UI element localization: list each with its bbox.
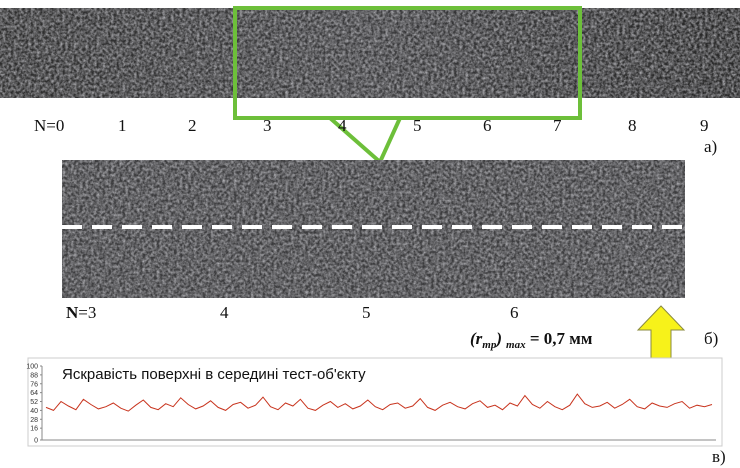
photo-strip <box>0 8 740 98</box>
position-label: 5 <box>413 116 422 135</box>
y-tick-label: 64 <box>30 390 38 397</box>
position-label: 1 <box>118 116 127 135</box>
formula-value: = 0,7 мм <box>526 329 593 348</box>
y-tick-label: 88 <box>30 372 38 379</box>
position-value: =3 <box>78 303 96 322</box>
position-label: 6 <box>483 116 492 135</box>
formula-part: (r <box>470 329 483 348</box>
caption: в) <box>712 447 726 466</box>
caption: а) <box>704 137 717 156</box>
y-tick-label: 100 <box>26 364 38 371</box>
y-tick-label: 40 <box>30 408 38 415</box>
formula-sub: max <box>506 339 526 351</box>
y-tick-label: 28 <box>30 417 38 424</box>
position-label: 3 <box>263 116 272 135</box>
position-label: 7 <box>553 116 562 135</box>
position-label: N=3 <box>66 303 96 322</box>
n-symbol: N <box>66 303 79 322</box>
y-tick-label: 0 <box>34 438 38 445</box>
formula-part: ) <box>494 329 502 348</box>
position-label: 4 <box>220 303 229 322</box>
position-label: 4 <box>338 116 347 135</box>
y-tick-label: 76 <box>30 381 38 388</box>
y-tick-label: 16 <box>30 426 38 433</box>
position-label: N=0 <box>34 116 64 135</box>
position-label: 8 <box>628 116 637 135</box>
y-tick-label: 52 <box>30 399 38 406</box>
position-label: 9 <box>700 116 709 135</box>
position-label: 6 <box>510 303 519 322</box>
formula-sub: mp <box>482 339 497 351</box>
formula: (rmp) max = 0,7 мм <box>470 329 593 351</box>
chart-title: Яскравість поверхні в середині тест-об'є… <box>62 366 366 383</box>
caption: б) <box>704 329 718 348</box>
figure: N=0 1 2 3 4 5 6 7 8 9 а) N=3 4 5 6 (rmp) max = 0,7 мм… <box>0 0 740 468</box>
position-label: 5 <box>362 303 371 322</box>
position-label: 2 <box>188 116 197 135</box>
